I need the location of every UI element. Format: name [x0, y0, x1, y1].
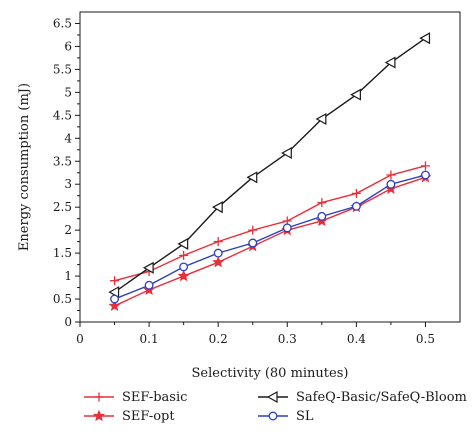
data-point — [351, 188, 361, 198]
x-tick-label: 0.4 — [347, 332, 366, 346]
y-tick-label: 5.5 — [53, 62, 72, 76]
y-tick-label: 0 — [64, 315, 72, 329]
y-tick-label: 4 — [64, 131, 72, 145]
data-point — [177, 269, 190, 282]
series-layer — [108, 32, 432, 312]
data-point — [315, 112, 327, 126]
data-point — [144, 280, 154, 290]
x-tick-label: 0.5 — [416, 332, 435, 346]
legend-label: SafeQ-Basic/SafeQ-Bloom — [296, 390, 467, 405]
data-point — [213, 237, 223, 247]
data-point — [351, 201, 361, 211]
data-point — [248, 225, 258, 235]
series-line — [114, 37, 426, 293]
data-point — [350, 88, 361, 101]
series-safeq-basic-safeq-bloom — [108, 32, 431, 299]
y-tick-label: 2.5 — [53, 200, 72, 214]
data-point — [281, 146, 292, 160]
series-line — [114, 174, 426, 300]
legend-label: SL — [296, 409, 314, 424]
data-point — [213, 248, 223, 258]
data-point — [179, 250, 189, 260]
legend-item: SafeQ-Basic/SafeQ-Bloom — [258, 390, 467, 405]
series-line — [114, 165, 426, 282]
y-axis-title: Energy consumption (mJ) — [17, 83, 32, 251]
y-tick-label: 1.5 — [53, 246, 72, 260]
data-point — [317, 211, 327, 221]
series-sef-basic — [110, 161, 430, 286]
legend: SEF-basic SafeQ-Basic/SafeQ-Bloom SEF-opt S… — [84, 390, 467, 424]
legend-item: SL — [258, 409, 314, 424]
data-point — [211, 201, 223, 214]
x-tick-label: 0 — [76, 332, 84, 346]
legend-swatch-marker — [92, 409, 106, 422]
series-sl — [110, 170, 430, 304]
data-point — [110, 276, 120, 286]
data-point — [420, 161, 430, 171]
data-point — [421, 170, 430, 180]
data-point — [282, 223, 292, 233]
y-tick-label: 6.5 — [53, 16, 72, 30]
legend-item: SEF-opt — [84, 409, 175, 424]
axes: 0 0.5 1 1.5 2 2.5 3 3.5 4 4.5 5 5.5 6 6.5 0 0.1 0.2 0.3 0.… — [53, 11, 461, 346]
series-sef-opt — [108, 170, 432, 312]
data-point — [419, 32, 431, 45]
legend-swatch-marker — [268, 411, 278, 421]
y-tick-label: 2 — [64, 223, 72, 237]
y-tick-label: 1 — [64, 269, 72, 283]
legend-label: SEF-opt — [122, 409, 175, 424]
legend-swatch-marker — [266, 390, 278, 404]
data-point — [386, 170, 396, 180]
data-point — [386, 179, 396, 189]
x-axis-title: Selectivity (80 minutes) — [192, 366, 349, 381]
data-point — [384, 56, 396, 69]
x-tick-label: 0.2 — [209, 332, 228, 346]
data-point — [317, 198, 327, 208]
legend-label: SEF-basic — [122, 390, 187, 405]
y-tick-label: 0.5 — [53, 292, 72, 306]
data-point — [212, 255, 225, 268]
data-point — [110, 294, 119, 304]
y-tick-label: 3 — [64, 177, 72, 191]
data-point — [142, 261, 154, 274]
legend-item: SEF-basic — [84, 390, 187, 405]
data-point — [248, 238, 258, 248]
y-tick-label: 3.5 — [53, 154, 72, 168]
x-tick-label: 0.1 — [140, 332, 159, 346]
legend-swatch-marker — [94, 392, 104, 402]
y-tick-label: 6 — [64, 39, 72, 53]
x-tick-label: 0.3 — [278, 332, 297, 346]
data-point — [246, 171, 258, 184]
series-line — [114, 176, 426, 307]
data-point — [108, 299, 121, 312]
data-point — [179, 262, 189, 272]
plot-frame — [79, 11, 461, 323]
y-tick-label: 5 — [64, 85, 72, 99]
data-point — [177, 237, 189, 250]
y-tick-label: 4.5 — [53, 108, 72, 122]
